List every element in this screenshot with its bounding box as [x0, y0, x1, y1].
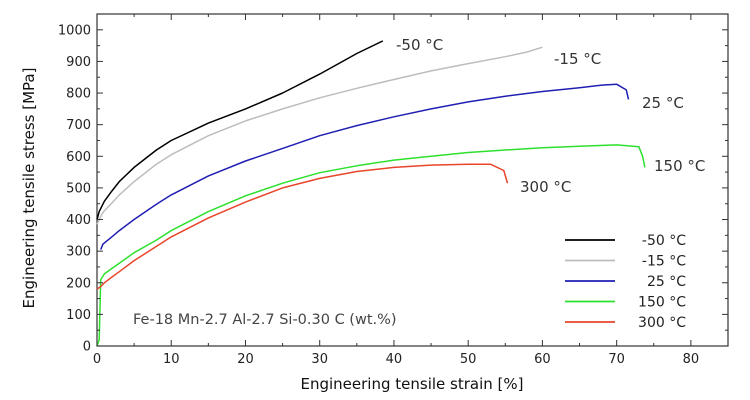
curve-label-3: 25 °C: [642, 94, 684, 112]
series-line-1: [96, 40, 384, 220]
series-line-3: [100, 83, 630, 250]
y-tick-label: 700: [66, 118, 91, 133]
y-tick-label: 300: [66, 245, 91, 260]
x-tick-label: 40: [386, 352, 403, 367]
y-axis-title: Engineering tensile stress [MPa]: [20, 68, 38, 309]
x-tick-label: 30: [311, 352, 328, 367]
x-tick-label: 50: [460, 352, 477, 367]
y-tick-label: 200: [66, 276, 91, 291]
legend-label-5: 300 °C: [638, 315, 686, 331]
curves-layer: [96, 40, 646, 347]
x-tick-label: 0: [93, 352, 101, 367]
series-line-2: [96, 46, 543, 225]
y-tick-label: 600: [66, 150, 91, 165]
y-tick-label: 500: [66, 181, 91, 196]
y-tick-label: 1000: [58, 23, 91, 38]
curve-label-1: -50 °C: [396, 36, 443, 54]
plot-border: [96, 13, 729, 347]
axis-ticks: 0 10 20 30 40 50 60 70 8001002003004005006007008…: [58, 14, 728, 367]
legend-label-4: 150 °C: [638, 295, 686, 311]
x-axis-title: Engineering tensile strain [%]: [301, 375, 524, 393]
legend-label-3: 25 °C: [647, 274, 686, 290]
legend-label-2: -15 °C: [642, 254, 686, 270]
x-tick-label: 70: [608, 352, 625, 367]
alloy-composition-annotation: Fe-18 Mn-2.7 Al-2.7 Si-0.30 C (wt.%): [133, 312, 397, 328]
curve-label-2: -15 °C: [554, 50, 601, 68]
legend: -50 °C -15 °C 25 °C 150 °C 300 °C: [565, 233, 686, 331]
series-line-4: [96, 144, 646, 347]
y-tick-label: 900: [66, 55, 91, 70]
series-line-5: [96, 163, 509, 290]
y-tick-label: 0: [83, 340, 91, 355]
curve-label-5: 300 °C: [520, 178, 571, 196]
x-tick-label: 80: [683, 352, 700, 367]
x-tick-label: 20: [237, 352, 254, 367]
plot-area: [96, 13, 729, 347]
y-tick-label: 400: [66, 213, 91, 228]
y-tick-label: 800: [66, 87, 91, 102]
x-tick-label: 10: [163, 352, 180, 367]
x-tick-label: 60: [534, 352, 551, 367]
curve-end-labels: -50 °C -15 °C 25 °C 150 °C 300 °C: [396, 36, 705, 196]
y-tick-label: 100: [66, 308, 91, 323]
legend-label-1: -50 °C: [642, 233, 686, 249]
curve-label-4: 150 °C: [654, 157, 705, 175]
